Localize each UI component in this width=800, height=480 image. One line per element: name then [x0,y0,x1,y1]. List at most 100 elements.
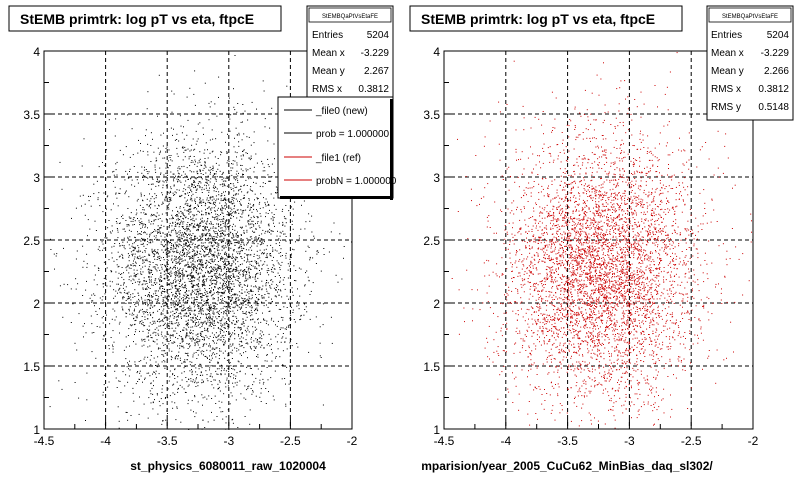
data-point [245,339,247,341]
data-point [199,122,201,124]
data-point [197,265,198,267]
data-point [181,317,182,319]
data-point [183,151,185,153]
data-point [160,325,162,327]
data-point [258,303,260,305]
data-point [161,388,163,390]
data-point [300,268,302,270]
data-point [177,355,179,357]
data-point [187,227,189,229]
data-point [222,293,224,295]
data-point [219,316,220,318]
data-point [225,416,227,418]
data-point [168,324,170,326]
data-point [215,273,217,275]
data-point [210,235,212,237]
data-point [282,279,284,281]
data-point [175,261,177,263]
data-point [161,361,163,363]
data-point [197,296,199,298]
data-point [221,285,223,287]
data-point [192,242,194,244]
data-point [256,162,258,164]
data-point [174,255,176,257]
data-point [287,277,289,279]
data-point [182,308,184,309]
data-point [243,298,245,300]
data-point [221,367,223,369]
data-point [218,316,220,318]
data-point [235,193,237,194]
data-point [86,263,88,265]
data-point [141,298,143,300]
data-point [165,148,167,149]
data-point [303,200,305,202]
data-point [146,299,148,301]
data-point [191,244,193,246]
data-point [166,410,168,412]
data-point [172,373,174,375]
data-point [246,289,248,291]
data-point [199,267,201,269]
data-point [110,337,112,338]
data-point [204,149,206,151]
data-point [178,175,180,177]
data-point [240,329,241,331]
data-point [148,397,150,399]
data-point [175,225,177,227]
data-point [193,264,195,266]
data-point [70,322,72,323]
data-point [154,305,156,307]
data-point [139,239,141,241]
data-point [188,156,190,158]
data-point [250,144,252,146]
data-point [235,297,237,299]
data-point [156,298,158,300]
data-point [322,404,324,406]
data-point [168,149,170,151]
data-point [136,257,138,259]
data-point [246,342,248,344]
data-point [230,351,232,353]
data-point [235,233,237,235]
data-point [228,290,230,292]
data-point [102,243,104,245]
data-point [219,236,221,238]
data-point [221,209,223,211]
data-point [230,295,232,297]
data-point [186,297,188,298]
data-point [176,304,178,306]
data-point [216,242,218,244]
data-point [245,343,247,344]
data-point [285,222,287,224]
data-point [207,175,209,177]
data-point [207,218,209,219]
data-point [169,198,171,200]
data-point [112,351,114,353]
data-point [246,334,248,336]
data-point [193,321,195,323]
data-point [212,216,214,218]
data-point [243,347,245,349]
data-point [231,203,233,205]
data-point [150,402,152,404]
data-point [164,291,166,293]
data-point [222,330,223,331]
data-point [122,255,124,257]
data-point [195,323,196,325]
data-point [275,336,277,338]
data-point [234,194,236,196]
data-point [179,115,181,117]
data-point [105,178,107,180]
data-point [134,220,136,222]
data-point [170,270,172,272]
data-point [235,257,237,259]
data-point [266,254,268,256]
data-point [150,350,152,352]
data-point [85,420,86,421]
data-point [151,323,153,325]
data-point [222,284,224,286]
data-point [285,205,287,206]
data-point [204,285,206,287]
data-point [231,215,233,217]
